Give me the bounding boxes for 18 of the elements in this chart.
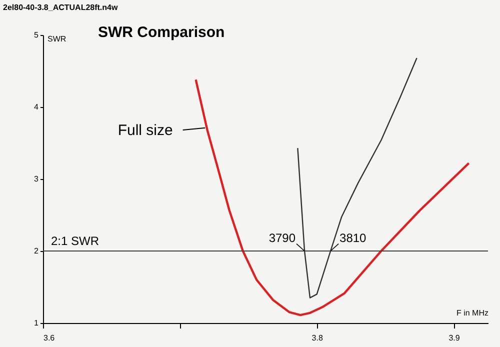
x-tick-label: 3.6	[44, 334, 56, 342]
y-tick-label: 3	[34, 174, 40, 184]
annotation: 3790	[268, 231, 296, 245]
ref-line-label: 2:1 SWR	[51, 234, 100, 248]
annotation: 3810	[340, 231, 367, 245]
x-tick-label: 3.8	[312, 334, 324, 342]
y-axis-title: SWR	[48, 34, 66, 44]
y-tick-label: 2	[34, 246, 40, 256]
text: Full size	[118, 122, 173, 140]
y-tick-label: 4	[34, 102, 40, 112]
chart-title: SWR Comparison	[98, 24, 225, 41]
line-series	[297, 57, 418, 298]
y-tick-label: 5	[34, 30, 40, 40]
line-series	[194, 78, 470, 316]
y-tick-label: 1	[34, 318, 40, 328]
x-tick-label: 3.9	[448, 334, 460, 342]
text: 2el80-40-3.8_ACTUAL28ft.n4w	[3, 3, 118, 12]
x-axis-title: F in MHz	[456, 308, 488, 318]
